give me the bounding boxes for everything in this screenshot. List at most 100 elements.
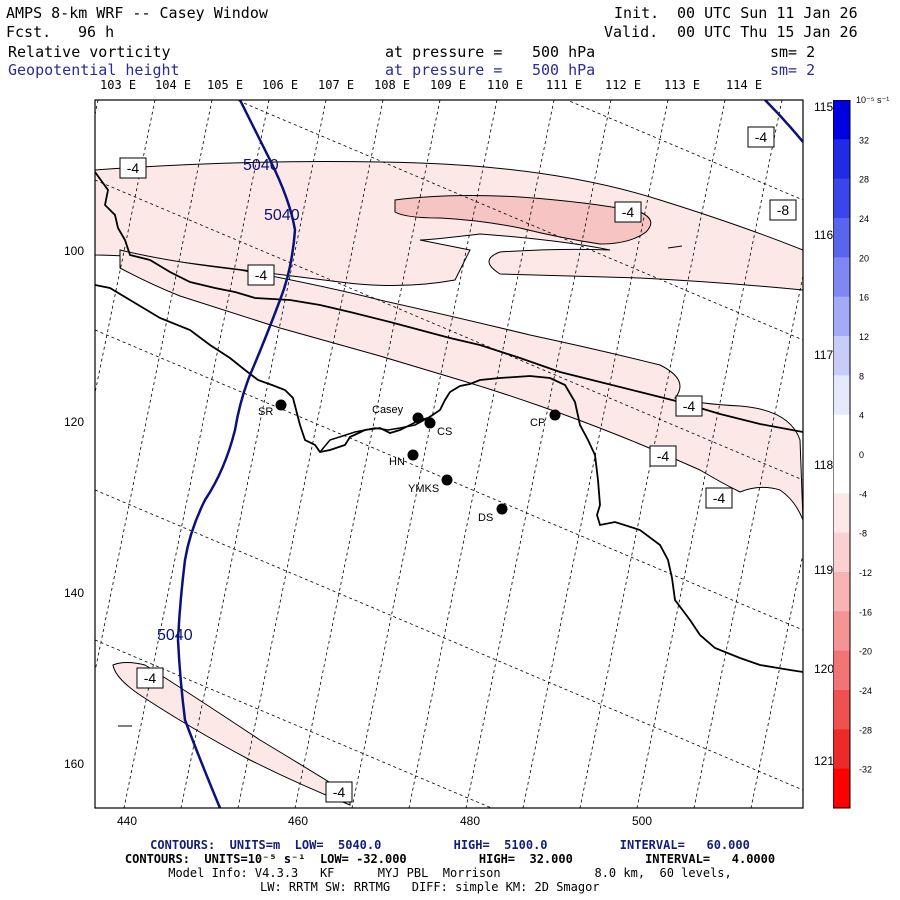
x-tick-label: 500 xyxy=(632,814,653,828)
colorbar-swatch xyxy=(833,257,850,298)
small-contour-feature xyxy=(667,245,683,249)
map-title: AMPS 8-km WRF -- Casey Window xyxy=(6,4,268,22)
longitude-label-top: 114 E xyxy=(726,78,763,92)
station-label: DS xyxy=(478,512,493,524)
meridian-line xyxy=(95,100,213,674)
station-label: HN xyxy=(389,456,405,468)
svg-text:-4: -4 xyxy=(144,670,157,686)
longitude-label-top: 113 E xyxy=(664,78,701,92)
meridian-line xyxy=(693,273,803,808)
vorticity-contour-label: -4 xyxy=(675,395,703,417)
meridian-line xyxy=(294,100,441,808)
colorbar-tick-label: 32 xyxy=(859,135,869,145)
footer-height-contours: CONTOURS: UNITS=m LOW= 5040.0 HIGH= 5100… xyxy=(0,838,900,852)
y-tick-label: 140 xyxy=(64,586,85,600)
station-marker xyxy=(275,399,287,411)
longitude-label-top: 109 E xyxy=(430,78,467,92)
colorbar-tick-label: -20 xyxy=(859,647,872,657)
colorbar-swatch xyxy=(833,296,850,337)
field1-sm: sm= 2 xyxy=(770,43,816,61)
meridian-line xyxy=(180,100,327,808)
station-cp: CP xyxy=(530,409,561,429)
colorbar-swatch xyxy=(833,178,850,219)
station-hn: HN xyxy=(389,449,419,468)
colorbar-swatch xyxy=(833,454,850,494)
longitude-label-top: 103 E xyxy=(100,78,137,92)
longitude-label-top: 104 E xyxy=(155,78,192,92)
colorbar-tick-label: -8 xyxy=(859,529,867,539)
svg-text:-4: -4 xyxy=(713,490,726,506)
x-tick-label: 460 xyxy=(288,814,309,828)
height-contour-label: 5040 xyxy=(157,627,193,644)
svg-text:-4: -4 xyxy=(333,784,346,800)
x-tick-label: 440 xyxy=(117,814,138,828)
forecast-hours: 96 h xyxy=(78,23,115,41)
svg-text:-4: -4 xyxy=(657,448,670,464)
colorbar-swatch xyxy=(833,100,850,140)
station-label: CP xyxy=(530,417,545,429)
colorbar-swatch xyxy=(833,375,850,416)
footer-vorticity-contours: CONTOURS: UNITS=10⁻⁵ s⁻¹ LOW= -32.000 HI… xyxy=(0,852,900,866)
meridian-line xyxy=(465,100,612,808)
colorbar-swatch xyxy=(833,690,850,730)
station-label: SR xyxy=(258,406,273,418)
svg-text:-8: -8 xyxy=(777,202,790,218)
colorbar-swatch xyxy=(833,218,850,258)
field1-level: 500 hPa xyxy=(532,43,596,61)
station-marker xyxy=(407,449,419,461)
colorbar-tick-label: 8 xyxy=(859,371,864,381)
meridian-line xyxy=(123,100,270,808)
footer-physics: LW: RRTM SW: RRTMG DIFF: simple KM: 2D S… xyxy=(260,880,600,894)
field2-level-label: at pressure = xyxy=(385,61,503,79)
meridian-line xyxy=(408,100,555,808)
parallel-line xyxy=(95,179,803,481)
longitude-label-top: 106 E xyxy=(262,78,299,92)
forecast-label: Fcst. xyxy=(6,23,52,41)
station-label: CS xyxy=(437,426,452,438)
svg-text:-4: -4 xyxy=(127,160,140,176)
vorticity-contour-label: -4 xyxy=(136,667,164,689)
colorbar-swatch xyxy=(833,768,850,809)
colorbar-swatch xyxy=(833,493,850,534)
meridian-line xyxy=(351,100,498,808)
colorbar-tick-label: 16 xyxy=(859,293,869,303)
longitude-label-top: 105 E xyxy=(207,78,244,92)
station-label: YMKS xyxy=(408,483,439,495)
field1-level-label: at pressure = xyxy=(385,43,503,61)
colorbar-swatch xyxy=(833,336,850,376)
colorbar-tick-label: 12 xyxy=(859,332,869,342)
colorbar-swatch xyxy=(833,414,850,455)
footer-line-2: CONTOURS: UNITS=10⁻⁵ s⁻¹ LOW= -32.000 HI… xyxy=(124,852,776,866)
meridian-line xyxy=(237,100,384,808)
field2-level: 500 hPa xyxy=(532,61,596,79)
station-marker xyxy=(441,474,453,486)
height-contour-5040-ne xyxy=(764,100,803,143)
station-marker xyxy=(412,412,424,424)
field2-sm: sm= 2 xyxy=(770,61,816,79)
map-frame xyxy=(94,99,804,809)
height-contour-label: 5040 xyxy=(243,157,279,174)
vorticity-contour-label: -4 xyxy=(247,264,275,286)
field2-name: Geopotential height xyxy=(8,61,180,79)
colorbar-tick-label: 24 xyxy=(859,214,869,224)
station-ds: DS xyxy=(478,503,508,524)
colorbar-tick-label: -4 xyxy=(859,489,867,499)
vorticity-contour-label: -8 xyxy=(769,199,797,221)
height-contour-label: 5040 xyxy=(264,207,300,224)
colorbar-tick-label: 0 xyxy=(859,450,864,460)
field1-name: Relative vorticity xyxy=(8,43,171,61)
station-ymks: YMKS xyxy=(408,474,453,495)
svg-text:-4: -4 xyxy=(622,204,635,220)
longitude-label-top: 110 E xyxy=(487,78,524,92)
meridian-line xyxy=(750,552,803,808)
colorbar-swatch xyxy=(833,650,850,691)
parallel-line xyxy=(95,639,493,808)
colorbar-tick-label: 4 xyxy=(859,411,864,421)
vorticity-band-central xyxy=(119,249,803,521)
svg-text:-4: -4 xyxy=(255,267,268,283)
colorbar-unit-label: 10⁻⁵ s⁻¹ xyxy=(856,95,890,105)
vorticity-contour-label: -4 xyxy=(119,157,147,179)
station-marker xyxy=(424,417,436,429)
colorbar-tick-label: -12 xyxy=(859,568,872,578)
vorticity-contour-label: -4 xyxy=(747,126,775,148)
